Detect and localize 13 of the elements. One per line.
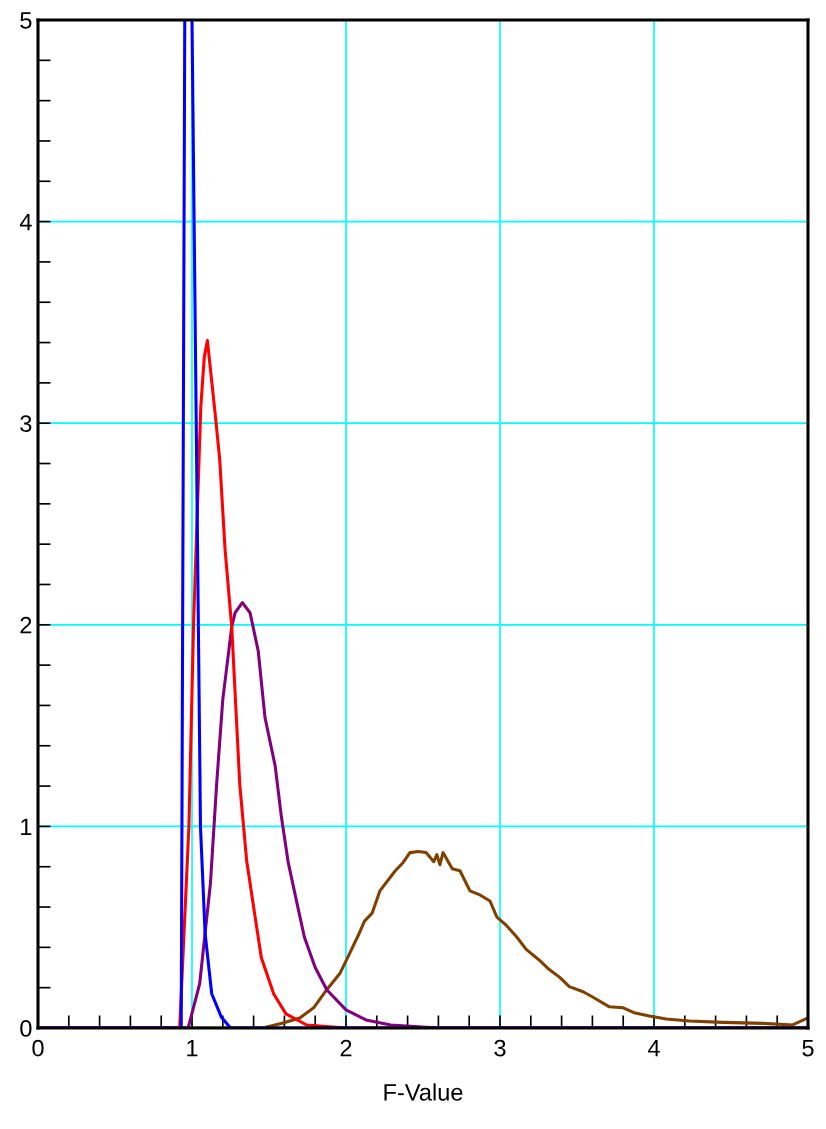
y-tick-label: 0	[20, 1020, 32, 1037]
y-tick-label: 3	[20, 415, 32, 432]
x-tick-label: 2	[340, 1039, 352, 1057]
y-tick-label: 5	[20, 12, 32, 29]
x-tick-label: 1	[187, 1039, 198, 1057]
y-tick-label: 1	[21, 818, 32, 835]
x-tick-label: 4	[647, 1039, 660, 1057]
y-tick-label: 2	[20, 616, 32, 634]
x-axis-title: F-Value	[384, 1083, 463, 1101]
x-tick-label: 0	[32, 1039, 44, 1057]
y-tick-label: 4	[19, 213, 32, 231]
x-tick-label: 3	[494, 1039, 506, 1057]
x-tick-label: 5	[802, 1039, 814, 1057]
